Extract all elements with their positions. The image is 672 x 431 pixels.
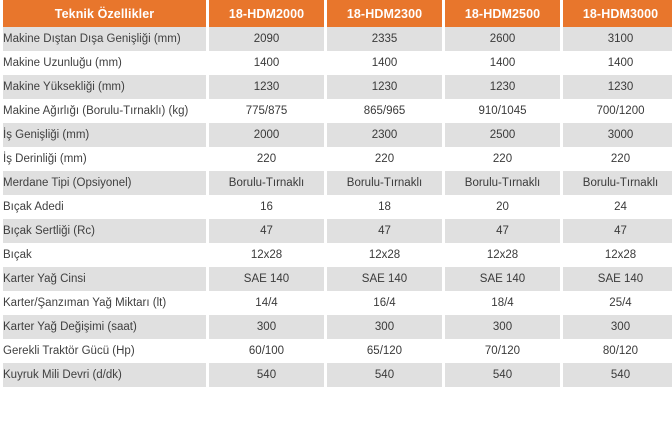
table-row: Karter Yağ Değişimi (saat) 300 300 300 300	[3, 315, 672, 339]
row-value: 865/965	[327, 99, 442, 123]
row-value: 60/100	[209, 339, 324, 363]
row-label: Karter Yağ Değişimi (saat)	[3, 315, 206, 339]
row-value: 700/1200	[563, 99, 672, 123]
row-value: 910/1045	[445, 99, 560, 123]
table-row: Makine Yüksekliği (mm) 1230 1230 1230 1230	[3, 75, 672, 99]
table-row: Kuyruk Mili Devri (d/dk) 540 540 540 540	[3, 363, 672, 387]
row-value: 1400	[209, 51, 324, 75]
row-value: 16	[209, 195, 324, 219]
row-value: 47	[327, 219, 442, 243]
row-label: Bıçak Adedi	[3, 195, 206, 219]
table-row: Bıçak 12x28 12x28 12x28 12x28	[3, 243, 672, 267]
row-label: Makine Ağırlığı (Borulu-Tırnaklı) (kg)	[3, 99, 206, 123]
row-value: 220	[327, 147, 442, 171]
row-value: 16/4	[327, 291, 442, 315]
column-header-model-3: 18-HDM2500	[445, 0, 560, 27]
row-label: İş Derinliği (mm)	[3, 147, 206, 171]
table-row: İş Genişliği (mm) 2000 2300 2500 3000	[3, 123, 672, 147]
row-value: 1400	[327, 51, 442, 75]
row-value: Borulu-Tırnaklı	[563, 171, 672, 195]
table-row: Bıçak Adedi 16 18 20 24	[3, 195, 672, 219]
row-value: 25/4	[563, 291, 672, 315]
row-value: 3100	[563, 27, 672, 51]
row-value: 2000	[209, 123, 324, 147]
column-header-model-2: 18-HDM2300	[327, 0, 442, 27]
table-row: Karter Yağ Cinsi SAE 140 SAE 140 SAE 140 SAE…	[3, 267, 672, 291]
row-value: 24	[563, 195, 672, 219]
table-row: Gerekli Traktör Gücü (Hp) 60/100 65/120 70/…	[3, 339, 672, 363]
table-row: Merdane Tipi (Opsiyonel) Borulu-Tırnaklı B…	[3, 171, 672, 195]
row-value: SAE 140	[209, 267, 324, 291]
row-value: 220	[209, 147, 324, 171]
row-value: 65/120	[327, 339, 442, 363]
row-label: Merdane Tipi (Opsiyonel)	[3, 171, 206, 195]
row-value: 540	[209, 363, 324, 387]
column-header-model-1: 18-HDM2000	[209, 0, 324, 27]
row-value: 2600	[445, 27, 560, 51]
row-value: SAE 140	[445, 267, 560, 291]
row-label: Karter/Şanzıman Yağ Miktarı (lt)	[3, 291, 206, 315]
table-row: Makine Dıştan Dışa Genişliği (mm) 2090 233…	[3, 27, 672, 51]
row-label: Bıçak Sertliği (Rc)	[3, 219, 206, 243]
row-label: Makine Dıştan Dışa Genişliği (mm)	[3, 27, 206, 51]
row-value: 300	[563, 315, 672, 339]
row-value: 775/875	[209, 99, 324, 123]
row-value: 220	[445, 147, 560, 171]
technical-specifications-table: Teknik Özellikler 18-HDM2000 18-HDM2300 …	[3, 0, 672, 387]
row-value: 300	[209, 315, 324, 339]
row-value: 14/4	[209, 291, 324, 315]
table-row: Makine Ağırlığı (Borulu-Tırnaklı) (kg) 77…	[3, 99, 672, 123]
row-value: 540	[445, 363, 560, 387]
row-value: 80/120	[563, 339, 672, 363]
row-value: 47	[445, 219, 560, 243]
row-value: 540	[327, 363, 442, 387]
row-value: 1400	[445, 51, 560, 75]
table-header: Teknik Özellikler 18-HDM2000 18-HDM2300 …	[3, 0, 672, 27]
row-value: 47	[209, 219, 324, 243]
row-value: 2300	[327, 123, 442, 147]
row-value: 1230	[445, 75, 560, 99]
row-value: 220	[563, 147, 672, 171]
row-value: 20	[445, 195, 560, 219]
row-value: 1400	[563, 51, 672, 75]
row-value: 3000	[563, 123, 672, 147]
row-value: 47	[563, 219, 672, 243]
row-label: Bıçak	[3, 243, 206, 267]
row-value: 12x28	[327, 243, 442, 267]
table-row: İş Derinliği (mm) 220 220 220 220	[3, 147, 672, 171]
row-value: 300	[327, 315, 442, 339]
row-label: Makine Uzunluğu (mm)	[3, 51, 206, 75]
column-header-specification: Teknik Özellikler	[3, 0, 206, 27]
row-value: Borulu-Tırnaklı	[209, 171, 324, 195]
table-row: Makine Uzunluğu (mm) 1400 1400 1400 1400	[3, 51, 672, 75]
row-value: 2090	[209, 27, 324, 51]
row-label: Karter Yağ Cinsi	[3, 267, 206, 291]
row-value: 12x28	[563, 243, 672, 267]
row-value: 2500	[445, 123, 560, 147]
table-header-row: Teknik Özellikler 18-HDM2000 18-HDM2300 …	[3, 0, 672, 27]
row-label: Gerekli Traktör Gücü (Hp)	[3, 339, 206, 363]
row-value: 18	[327, 195, 442, 219]
table-body: Makine Dıştan Dışa Genişliği (mm) 2090 233…	[3, 27, 672, 387]
column-header-model-4: 18-HDM3000	[563, 0, 672, 27]
row-value: SAE 140	[327, 267, 442, 291]
row-value: 300	[445, 315, 560, 339]
row-value: Borulu-Tırnaklı	[327, 171, 442, 195]
row-value: 1230	[209, 75, 324, 99]
row-label: Kuyruk Mili Devri (d/dk)	[3, 363, 206, 387]
row-value: 540	[563, 363, 672, 387]
row-value: 12x28	[209, 243, 324, 267]
table-row: Karter/Şanzıman Yağ Miktarı (lt) 14/4 16/4…	[3, 291, 672, 315]
row-value: 12x28	[445, 243, 560, 267]
row-value: 18/4	[445, 291, 560, 315]
row-value: 2335	[327, 27, 442, 51]
row-value: 1230	[563, 75, 672, 99]
row-value: 70/120	[445, 339, 560, 363]
row-value: SAE 140	[563, 267, 672, 291]
row-label: İş Genişliği (mm)	[3, 123, 206, 147]
row-value: 1230	[327, 75, 442, 99]
row-label: Makine Yüksekliği (mm)	[3, 75, 206, 99]
table-row: Bıçak Sertliği (Rc) 47 47 47 47	[3, 219, 672, 243]
row-value: Borulu-Tırnaklı	[445, 171, 560, 195]
